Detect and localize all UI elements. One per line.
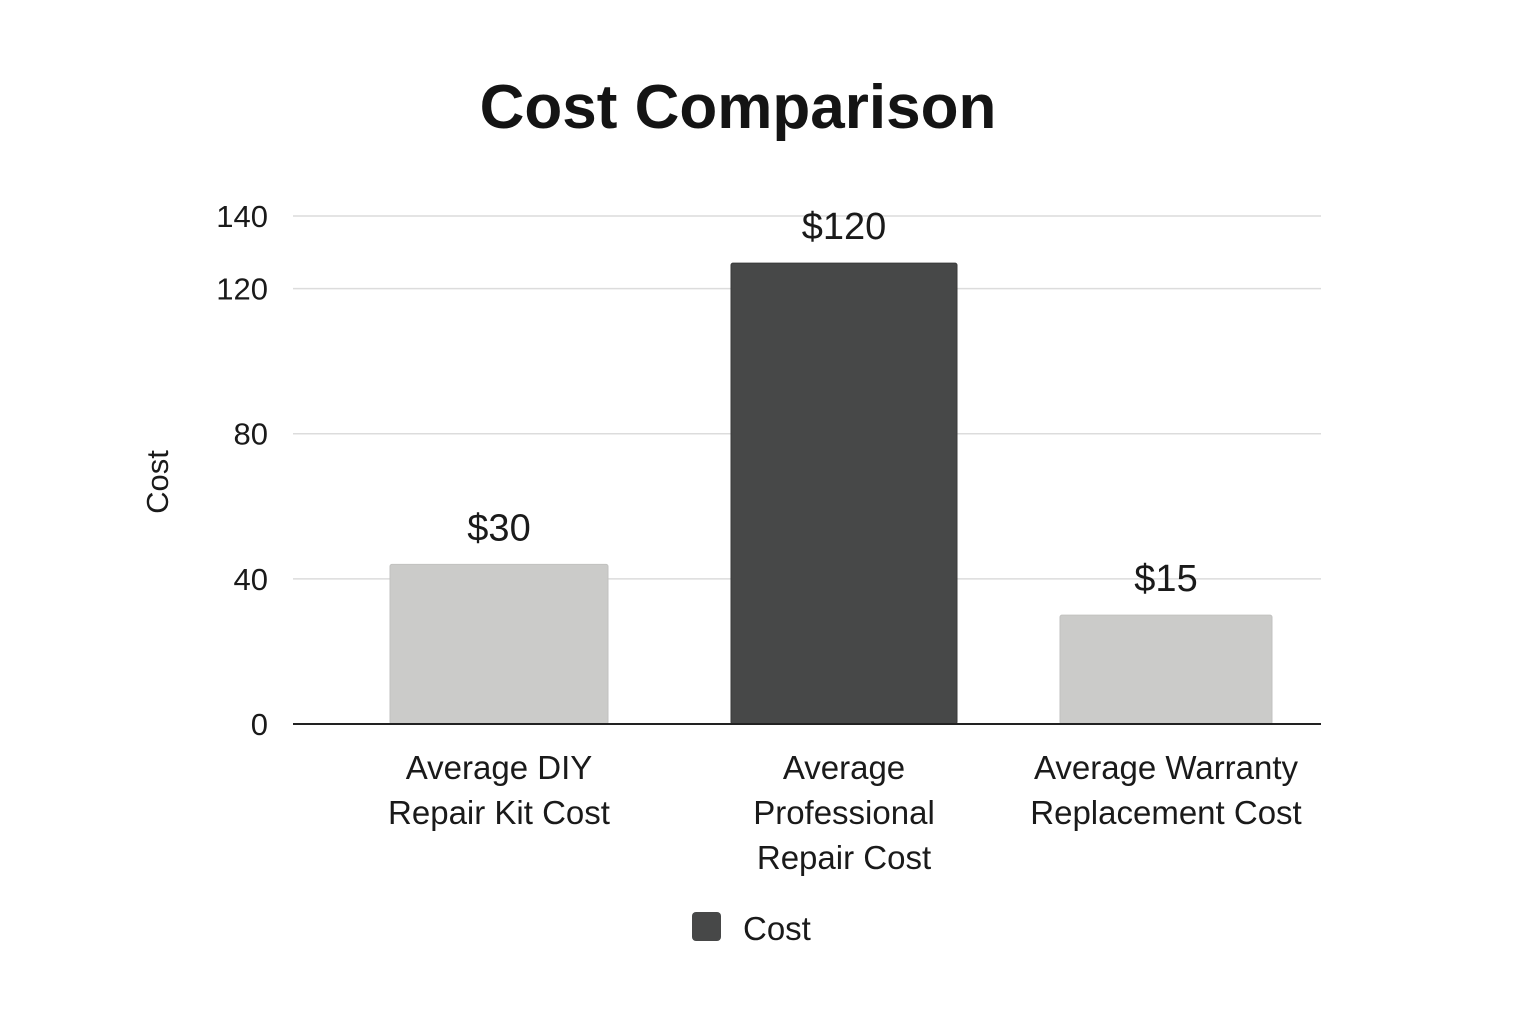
bars	[389, 262, 1273, 725]
y-tick-label-120: 120	[216, 272, 268, 307]
category-label-line: Repair Kit Cost	[388, 794, 610, 831]
bar-2	[730, 262, 958, 725]
y-tick-label-140: 140	[216, 199, 268, 234]
category-label-line: Average	[783, 749, 905, 786]
data-labels: $30 $120 $15	[467, 206, 1197, 600]
category-label-line: Average Warranty	[1034, 749, 1299, 786]
data-label-3: $15	[1134, 558, 1197, 600]
y-tick-label-0: 0	[251, 707, 268, 742]
y-axis-ticks: 0 40 80 120 140	[216, 199, 268, 742]
data-label-2: $120	[802, 206, 887, 248]
legend: Cost	[692, 910, 811, 947]
chart-title: Cost Comparison	[480, 73, 997, 142]
y-axis-label: Cost	[140, 450, 175, 514]
bar-3	[1059, 614, 1273, 725]
category-label-line: Professional	[753, 794, 935, 831]
category-label-1: Average DIY Repair Kit Cost	[388, 749, 610, 831]
legend-label-cost: Cost	[743, 910, 811, 947]
category-label-line: Average DIY	[406, 749, 593, 786]
bar-1	[389, 563, 609, 725]
y-tick-label-80: 80	[234, 417, 268, 452]
category-label-line: Replacement Cost	[1030, 794, 1301, 831]
legend-swatch	[692, 912, 721, 941]
category-labels: Average DIY Repair Kit Cost Average Profess…	[388, 749, 1302, 876]
category-label-line: Repair Cost	[757, 839, 931, 876]
category-label-3: Average Warranty Replacement Cost	[1030, 749, 1301, 831]
category-label-2: Average Professional Repair Cost	[753, 749, 935, 876]
y-tick-label-40: 40	[234, 562, 268, 597]
data-label-1: $30	[467, 507, 530, 549]
